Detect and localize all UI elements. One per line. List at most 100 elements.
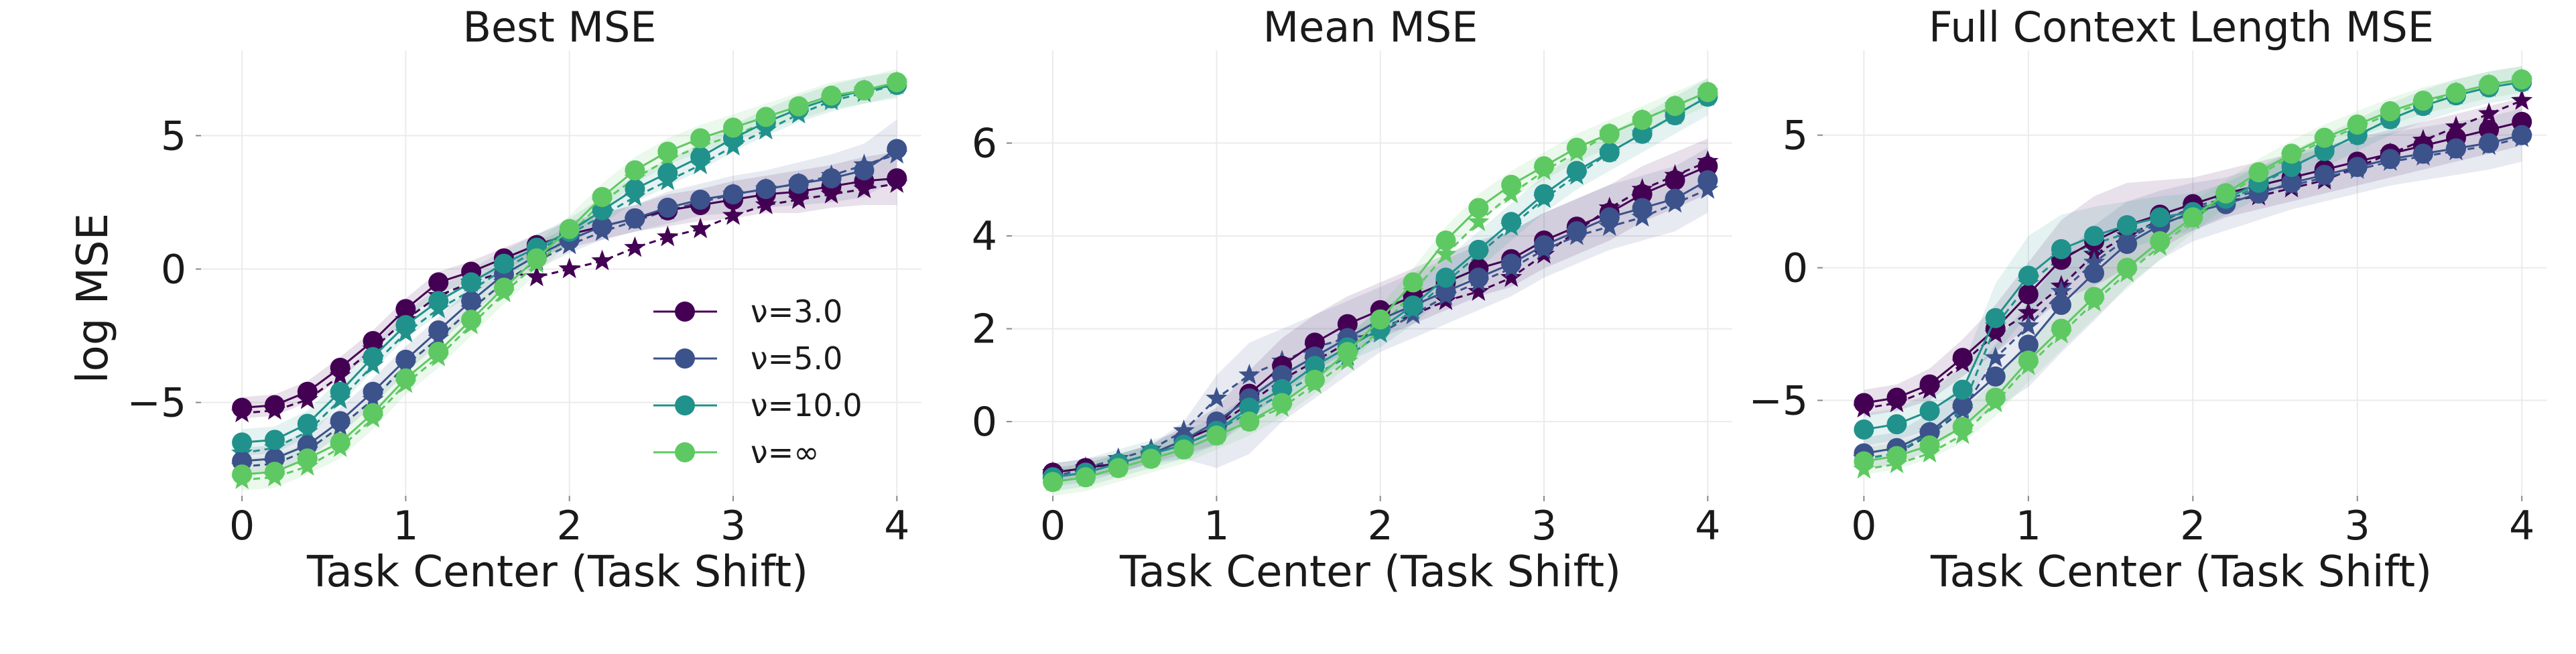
circle-marker: [1985, 366, 2006, 387]
star-marker: [1435, 243, 1457, 264]
star-marker: [1468, 280, 1490, 301]
circle-marker: [1632, 123, 1653, 144]
circle-marker: [2479, 74, 2500, 95]
circle-marker: [1501, 174, 1522, 195]
x-tick-label: 0: [1040, 503, 1066, 549]
circle-marker: [297, 381, 318, 402]
circle-marker: [2084, 263, 2104, 283]
circle-marker: [1952, 417, 1973, 438]
circle-marker: [592, 216, 613, 237]
circle-marker: [493, 277, 514, 298]
circle-marker: [1566, 161, 1587, 182]
circle-marker: [625, 160, 645, 181]
circle-marker: [1854, 393, 1874, 413]
circle-marker: [755, 179, 776, 200]
circle-marker: [1501, 253, 1522, 274]
circle-marker: [1886, 446, 1907, 466]
circle-marker: [2018, 284, 2039, 305]
circle-marker: [395, 299, 416, 320]
circle-marker: [2347, 114, 2368, 135]
x-tick-label: 1: [393, 503, 418, 549]
circle-marker: [1566, 221, 1587, 242]
circle-marker: [559, 218, 580, 239]
circle-marker: [2512, 69, 2532, 90]
circle-marker: [493, 253, 514, 274]
x-tick-label: 2: [557, 503, 582, 549]
star-marker: [2017, 301, 2039, 322]
star-marker: [690, 217, 712, 239]
circle-marker: [1632, 109, 1653, 130]
x-tick-label: 2: [2180, 503, 2205, 549]
circle-marker: [592, 187, 613, 208]
chart-title: Best MSE: [462, 3, 656, 52]
circle-marker: [395, 368, 416, 389]
circle-marker: [1599, 123, 1620, 144]
circle-marker: [2347, 157, 2368, 178]
circle-marker: [395, 315, 416, 336]
circle-marker: [1952, 379, 1973, 400]
x-tick-label: 3: [720, 503, 746, 549]
circle-marker: [297, 413, 318, 434]
circle-marker: [330, 432, 350, 453]
legend: ν=3.0 ν=5.0 ν=10.0 ν=∞: [653, 293, 862, 470]
circle-marker: [232, 397, 253, 418]
circle-marker: [297, 448, 318, 469]
y-tick-label: 4: [972, 213, 997, 260]
x-tick-label: 1: [1204, 503, 1229, 549]
circle-marker: [625, 179, 645, 200]
y-tick-label: −5: [1749, 378, 1808, 425]
circle-marker: [363, 381, 383, 402]
circle-marker: [1919, 435, 1940, 456]
x-axis-label: Task Center (Task Shift): [306, 547, 808, 597]
y-tick-label: 6: [972, 121, 997, 168]
x-tick-label: 3: [2345, 503, 2370, 549]
star-marker: [591, 249, 613, 271]
series-dashed-line: [241, 81, 897, 481]
circle-marker: [1141, 448, 1161, 469]
x-tick-label: 3: [1531, 503, 1557, 549]
circle-marker: [2512, 125, 2532, 145]
series-dashed-line: [1052, 188, 1708, 478]
uncertainty-band: [1864, 98, 2522, 417]
circle-marker: [2248, 162, 2269, 183]
legend-label: ν=5.0: [751, 340, 842, 377]
circle-marker: [2215, 183, 2236, 204]
circle-marker: [2084, 287, 2104, 308]
circle-marker: [1599, 142, 1620, 163]
star-marker: [722, 204, 745, 225]
star-marker: [2445, 115, 2467, 137]
circle-marker: [821, 85, 842, 106]
chart-title: Full Context Length MSE: [1929, 3, 2434, 52]
circle-marker: [1886, 414, 1907, 435]
circle-marker: [428, 341, 449, 362]
circle-marker: [264, 462, 285, 482]
circle-marker: [723, 184, 744, 205]
circle-marker: [264, 430, 285, 450]
circle-marker: [1632, 184, 1653, 204]
circle-marker: [2479, 133, 2500, 153]
circle-marker: [526, 248, 547, 269]
legend-marker: [675, 348, 695, 369]
legend-marker: [675, 442, 695, 462]
uncertainty-band: [1053, 78, 1708, 492]
circle-marker: [232, 432, 253, 453]
circle-marker: [1468, 198, 1489, 218]
star-marker: [1500, 266, 1523, 287]
circle-marker: [1985, 308, 2006, 328]
circle-marker: [1337, 314, 1358, 334]
circle-marker: [2150, 207, 2171, 228]
y-tick-label: 0: [1783, 245, 1808, 292]
chart-title: Mean MSE: [1263, 3, 1478, 52]
circle-marker: [788, 96, 809, 117]
x-tick-label: 4: [2509, 503, 2534, 549]
circle-marker: [690, 128, 711, 149]
circle-marker: [1919, 401, 1940, 421]
circle-marker: [461, 310, 482, 330]
star-marker: [1468, 210, 1490, 232]
circle-marker: [1665, 96, 1685, 117]
circle-marker: [461, 272, 482, 293]
panel-mean-mse: Mean MSE Task Center (Task Shift) 0 1 2 3 4 0…: [972, 3, 1732, 597]
y-tick-label: 5: [1783, 113, 1808, 159]
circle-marker: [330, 411, 350, 432]
circle-marker: [2446, 82, 2466, 103]
